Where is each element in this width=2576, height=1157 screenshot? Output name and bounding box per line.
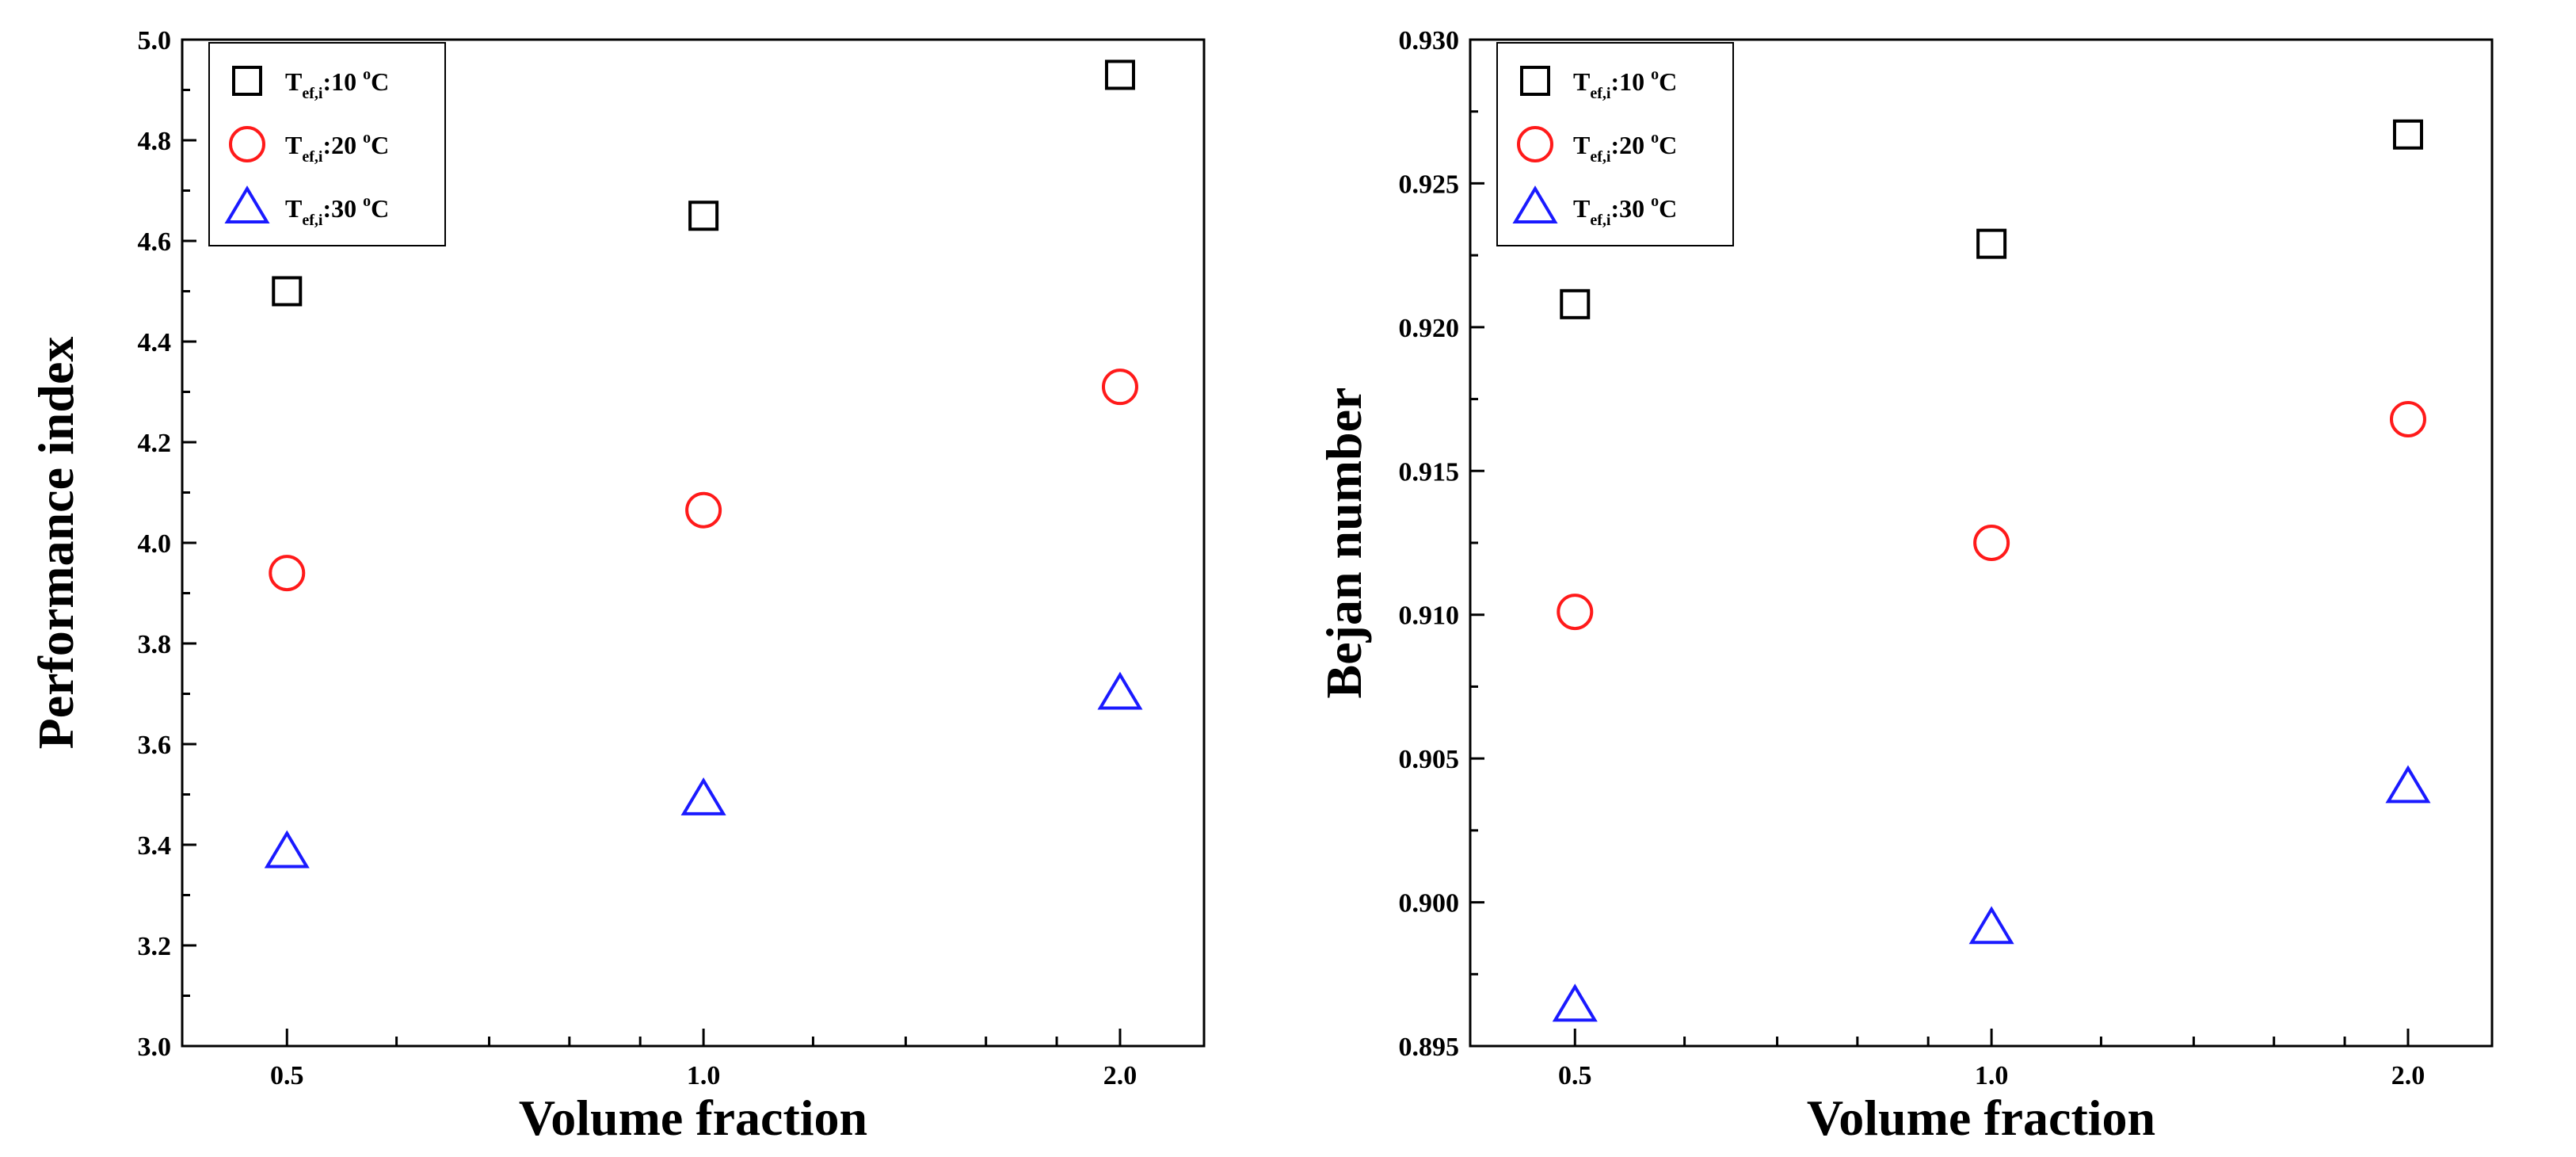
y-tick-label: 5.0 — [138, 26, 172, 55]
y-tick-label: 0.920 — [1399, 314, 1460, 343]
y-tick-label: 0.925 — [1399, 170, 1460, 199]
data-point-square — [1560, 288, 1591, 319]
legend-marker-square — [1520, 66, 1550, 96]
data-point-square — [1976, 228, 2007, 259]
legend-marker-square — [232, 66, 262, 96]
y-axis-title: Performance index — [28, 337, 84, 750]
x-axis-title: Volume fraction — [1807, 1090, 2155, 1146]
series-square — [1560, 119, 2423, 319]
y-tick-label: 4.2 — [138, 429, 172, 458]
x-tick-label: 0.5 — [1558, 1061, 1592, 1090]
legend-box — [208, 42, 446, 246]
legend-marker-triangle — [1512, 185, 1558, 223]
x-axis-title: Volume fraction — [519, 1090, 867, 1146]
data-point-triangle — [2385, 765, 2431, 804]
legend-marker-triangle — [224, 185, 270, 223]
performance-index-plot: 3.0 3.2 3.4 3.6 3.8 4.0 4.2 4.4 4.6 4.8 5.0 0.5 1.0 2… — [28, 26, 1206, 1146]
legend-label: Tef,i:10 oC — [285, 66, 389, 102]
y-tick-label: 0.905 — [1399, 745, 1460, 774]
x-tick-label: 2.0 — [2391, 1061, 2425, 1090]
legend-label: Tef,i:30 oC — [285, 193, 389, 229]
y-tick-label: 3.8 — [138, 630, 172, 659]
x-tick-label: 2.0 — [1103, 1061, 1137, 1090]
data-point-triangle — [1552, 983, 1598, 1022]
y-tick-label: 4.4 — [138, 328, 172, 357]
y-tick-label: 0.910 — [1399, 601, 1460, 631]
series-triangle — [264, 671, 1143, 869]
x-tick-label: 1.0 — [687, 1061, 721, 1090]
legend-marker-circle — [229, 126, 265, 162]
legend-label: Tef,i:20 oC — [1573, 129, 1677, 166]
data-point-triangle — [1097, 671, 1143, 710]
series-circle — [269, 368, 1138, 592]
y-tick-label: 3.4 — [138, 831, 172, 861]
series-triangle — [1552, 765, 2431, 1022]
y-tick-label: 0.900 — [1399, 889, 1460, 918]
data-point-circle — [1973, 525, 2010, 561]
data-point-square — [688, 200, 719, 231]
y-tick-label: 4.0 — [138, 529, 172, 559]
y-axis-title: Bejan number — [1316, 388, 1372, 699]
y-tick-label: 0.895 — [1399, 1033, 1460, 1062]
legend: Tef,i:10 oC Tef,i:20 oC Tef,i:30 oC — [208, 42, 446, 246]
series-square — [272, 59, 1135, 307]
legend-label: Tef,i:20 oC — [285, 129, 389, 166]
legend-label: Tef,i:30 oC — [1573, 193, 1677, 229]
bejan-number-chart: 0.895 0.900 0.905 0.910 0.915 0.920 0.925 0.930… — [1288, 0, 2576, 1157]
series-circle — [1557, 400, 2426, 631]
data-point-triangle — [264, 830, 310, 869]
legend-label: Tef,i:10 oC — [1573, 66, 1677, 102]
x-tick-label: 1.0 — [1975, 1061, 2009, 1090]
y-tick-label: 4.8 — [138, 127, 172, 156]
x-tick-label: 0.5 — [270, 1061, 304, 1090]
data-point-circle — [2389, 400, 2426, 437]
data-point-circle — [269, 555, 306, 592]
y-tick-label: 3.0 — [138, 1033, 172, 1062]
legend-marker-circle — [1517, 126, 1553, 162]
y-tick-label: 0.915 — [1399, 457, 1460, 487]
y-tick-label: 0.930 — [1399, 26, 1460, 55]
data-point-circle — [1101, 368, 1138, 406]
data-point-square — [272, 276, 303, 307]
y-tick-label: 3.2 — [138, 932, 172, 961]
bejan-number-plot: 0.895 0.900 0.905 0.910 0.915 0.920 0.925 0.930… — [1316, 26, 2494, 1146]
data-point-circle — [685, 491, 722, 529]
performance-index-chart: 3.0 3.2 3.4 3.6 3.8 4.0 4.2 4.4 4.6 4.8 5.0 0.5 1.0 2… — [28, 26, 1206, 1146]
legend-box — [1496, 42, 1734, 246]
y-tick-label: 3.6 — [138, 731, 172, 760]
data-point-triangle — [680, 777, 726, 815]
data-point-square — [1104, 59, 1135, 90]
data-point-circle — [1557, 594, 1594, 631]
data-point-square — [2392, 119, 2423, 150]
y-tick-label: 4.6 — [138, 227, 172, 257]
legend: Tef,i:10 oC Tef,i:20 oC Tef,i:30 oC — [1496, 42, 1734, 246]
data-point-triangle — [1968, 906, 2014, 945]
